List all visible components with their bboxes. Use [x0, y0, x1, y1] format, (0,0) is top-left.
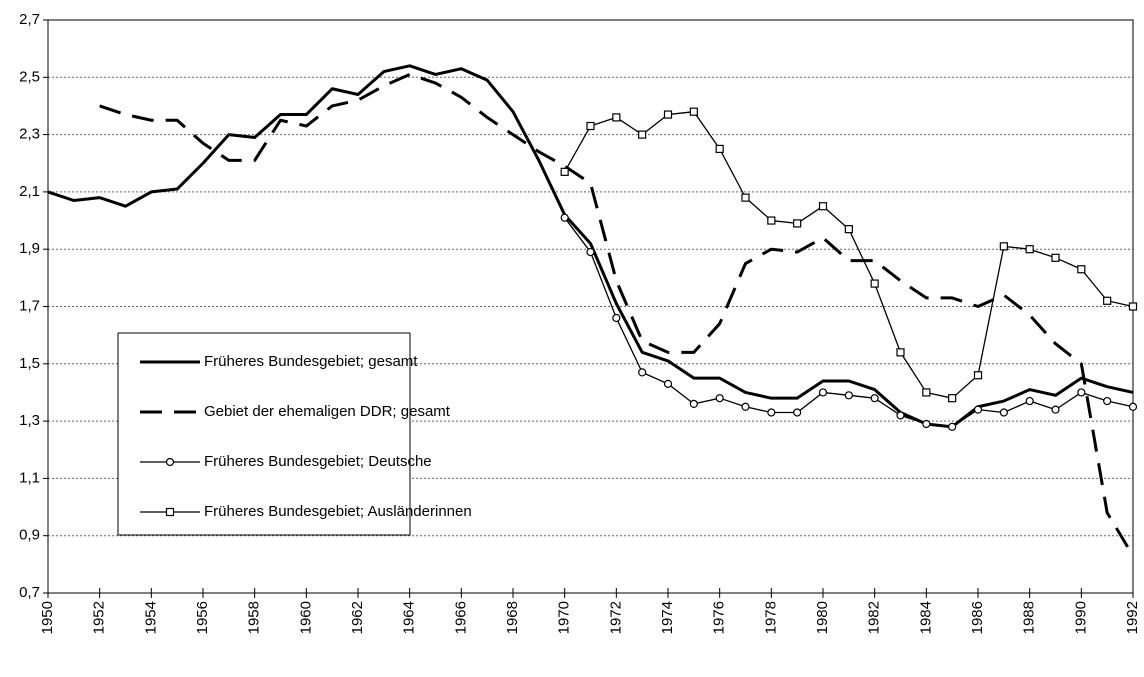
marker: [586, 247, 595, 257]
x-tick-label: 1980: [814, 601, 831, 634]
marker: [1103, 396, 1112, 406]
marker: [1103, 296, 1112, 305]
marker: [973, 371, 983, 380]
y-tick-label: 1,9: [19, 240, 40, 257]
marker: [586, 121, 595, 131]
marker: [767, 216, 776, 225]
legend-label: Früheres Bundesgebiet; Ausländerinnen: [204, 503, 472, 520]
marker: [715, 144, 724, 154]
marker: [1025, 396, 1034, 406]
marker: [948, 394, 957, 403]
marker: [999, 408, 1008, 417]
marker: [663, 379, 673, 388]
legend-box: [117, 332, 411, 536]
x-tick-label: 1966: [452, 601, 469, 634]
x-tick-label: 1976: [711, 601, 728, 634]
y-tick-label: 2,5: [19, 68, 40, 85]
y-tick-label: 0,7: [19, 584, 40, 601]
x-tick-label: 1954: [142, 601, 159, 634]
legend-marker: [165, 507, 175, 517]
legend-label: Früheres Bundesgebiet; gesamt: [204, 353, 418, 370]
marker: [741, 402, 750, 411]
legend-marker: [165, 457, 175, 467]
marker: [741, 193, 750, 202]
x-tick-label: 1982: [866, 601, 883, 634]
x-tick-label: 1962: [349, 601, 366, 634]
marker: [560, 213, 569, 222]
marker: [689, 107, 698, 116]
y-tick-label: 1,1: [19, 469, 40, 486]
marker: [1051, 253, 1060, 262]
x-tick-label: 1970: [556, 601, 573, 634]
marker: [1128, 302, 1138, 311]
x-tick-label: 1958: [246, 601, 263, 634]
x-tick-label: 1986: [969, 601, 986, 634]
y-tick-label: 2,7: [19, 11, 40, 28]
x-tick-label: 1974: [659, 601, 676, 634]
y-tick-label: 0,9: [19, 527, 40, 544]
marker: [612, 313, 621, 323]
marker: [793, 219, 802, 228]
series-line: [99, 72, 1135, 557]
x-tick-label: 1950: [39, 601, 56, 634]
marker: [922, 419, 931, 429]
marker: [870, 394, 879, 403]
marker: [1025, 245, 1034, 254]
x-tick-label: 1972: [607, 601, 624, 634]
marker: [818, 388, 828, 397]
x-tick-label: 1992: [1124, 601, 1141, 634]
y-tick-label: 1,7: [19, 297, 40, 314]
marker: [767, 408, 776, 417]
marker: [844, 391, 853, 400]
x-tick-label: 1984: [917, 601, 934, 634]
y-tick-label: 1,5: [19, 355, 40, 372]
x-tick-label: 1988: [1021, 601, 1038, 634]
x-tick-label: 1956: [194, 601, 211, 634]
marker: [818, 202, 828, 211]
marker: [922, 388, 931, 397]
marker: [715, 394, 724, 403]
marker: [638, 368, 647, 377]
marker: [896, 348, 905, 357]
marker: [844, 225, 853, 234]
y-tick-label: 2,1: [19, 183, 40, 200]
marker: [973, 405, 983, 414]
marker: [793, 408, 802, 417]
marker: [638, 130, 647, 139]
marker: [689, 399, 698, 409]
marker: [1077, 265, 1086, 274]
y-tick-label: 2,3: [19, 126, 40, 143]
marker: [870, 279, 879, 288]
x-tick-label: 1990: [1072, 601, 1089, 634]
marker: [612, 113, 621, 122]
legend-label: Gebiet der ehemaligen DDR; gesamt: [204, 403, 451, 420]
marker: [560, 167, 569, 176]
marker: [896, 411, 905, 420]
x-tick-label: 1978: [762, 601, 779, 634]
x-tick-label: 1960: [297, 601, 314, 634]
y-tick-label: 1,3: [19, 412, 40, 429]
marker: [999, 242, 1008, 251]
x-tick-label: 1952: [91, 601, 108, 634]
marker: [663, 110, 673, 119]
legend-label: Früheres Bundesgebiet; Deutsche: [204, 453, 432, 470]
marker: [1051, 405, 1060, 414]
marker: [948, 422, 957, 431]
x-tick-label: 1964: [401, 601, 418, 634]
x-tick-label: 1968: [504, 601, 521, 634]
marker: [1128, 402, 1138, 411]
marker: [1077, 388, 1086, 397]
